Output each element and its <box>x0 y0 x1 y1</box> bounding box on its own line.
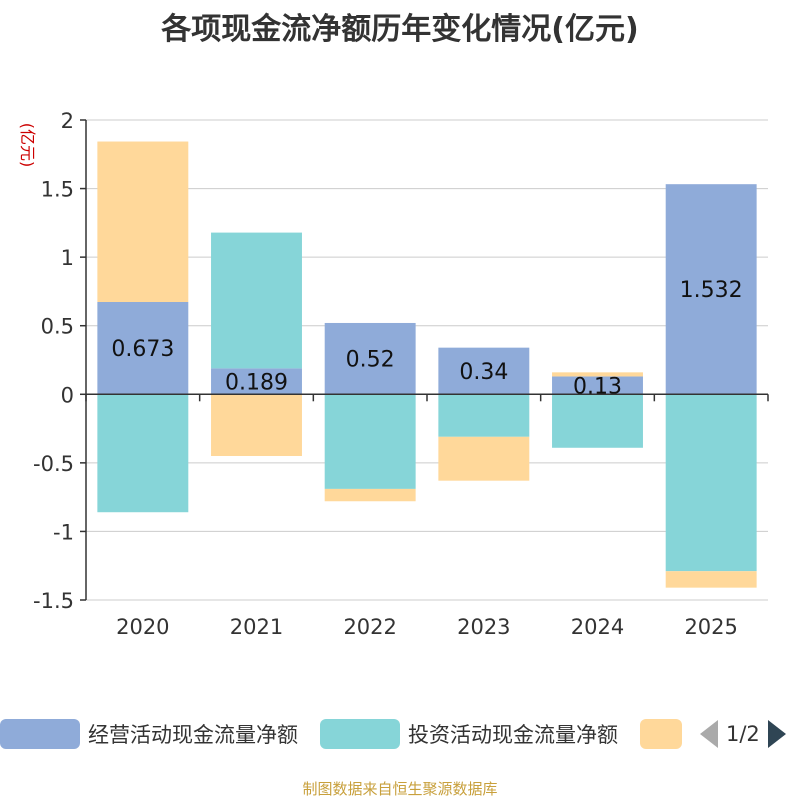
bar-financing-2024 <box>552 372 643 377</box>
bar-investing-2023 <box>438 394 530 437</box>
legend-label-investing: 投资活动现金流量净额 <box>408 723 618 747</box>
x-tick-label: 2022 <box>343 615 396 639</box>
data-label-2022: 0.52 <box>346 348 395 373</box>
y-tick-label: 1.5 <box>41 178 74 202</box>
y-tick-label: 2 <box>61 109 74 133</box>
legend-next-page-icon[interactable] <box>767 720 786 748</box>
bar-financing-2025 <box>665 571 757 588</box>
bar-operating-2021 <box>211 368 302 395</box>
bar-investing-2021 <box>211 232 302 369</box>
x-tick-label: 2025 <box>684 615 737 639</box>
x-tick-label: 2020 <box>116 615 169 639</box>
legend-item-financing[interactable] <box>640 712 682 756</box>
bar-financing-2021 <box>211 394 302 456</box>
y-tick-label: -0.5 <box>33 452 74 476</box>
bar-operating-2025 <box>665 184 757 395</box>
y-tick-label: -1 <box>53 520 74 544</box>
data-label-2025: 1.532 <box>680 278 743 303</box>
y-unit-label: (亿元) <box>18 123 37 168</box>
legend-item-operating[interactable]: 经营活动现金流量净额 <box>0 712 298 756</box>
legend-prev-page-icon[interactable] <box>700 720 718 748</box>
data-label-2020: 0.673 <box>111 337 174 362</box>
bar-investing-2024 <box>552 394 643 448</box>
y-tick-label: 0 <box>61 383 74 407</box>
bar-financing-2023 <box>438 436 530 481</box>
y-tick-label: 0.5 <box>41 315 74 339</box>
y-tick-label: 1 <box>61 246 74 270</box>
bar-operating-2023 <box>438 347 530 395</box>
chart-title: 各项现金流净额历年变化情况(亿元) <box>161 12 639 47</box>
bar-investing-2020 <box>97 394 189 513</box>
data-source-footer: 制图数据来自恒生聚源数据库 <box>302 780 498 798</box>
legend-page-indicator: 1/2 <box>726 722 760 746</box>
chart-legend: 经营活动现金流量净额 投资活动现金流量净额 1/2 <box>0 712 800 756</box>
bar-operating-2024 <box>552 376 643 395</box>
legend-swatch-operating <box>0 719 80 749</box>
y-tick-label: -1.5 <box>33 589 74 613</box>
bar-investing-2022 <box>324 394 416 489</box>
data-label-2021: 0.189 <box>225 370 288 395</box>
data-label-2023: 0.34 <box>459 360 508 385</box>
legend-swatch-financing <box>640 719 682 749</box>
stacked-bar-chart: 2 1.5 1 0.5 0 -0.5 -1 -1.5 (亿元) 0.673 2020 0.189 202… <box>18 109 769 639</box>
legend-item-investing[interactable]: 投资活动现金流量净额 <box>320 712 618 756</box>
x-tick-label: 2024 <box>571 615 624 639</box>
legend-swatch-investing <box>320 719 400 749</box>
bar-financing-2020 <box>97 141 189 302</box>
legend-label-operating: 经营活动现金流量净额 <box>88 723 298 747</box>
x-tick-label: 2021 <box>230 615 283 639</box>
bar-financing-2022 <box>324 488 416 502</box>
bar-operating-2022 <box>324 322 416 395</box>
x-tick-label: 2023 <box>457 615 510 639</box>
legend-pager: 1/2 <box>700 712 786 756</box>
bar-investing-2025 <box>665 394 757 572</box>
bar-operating-2020 <box>97 301 189 395</box>
